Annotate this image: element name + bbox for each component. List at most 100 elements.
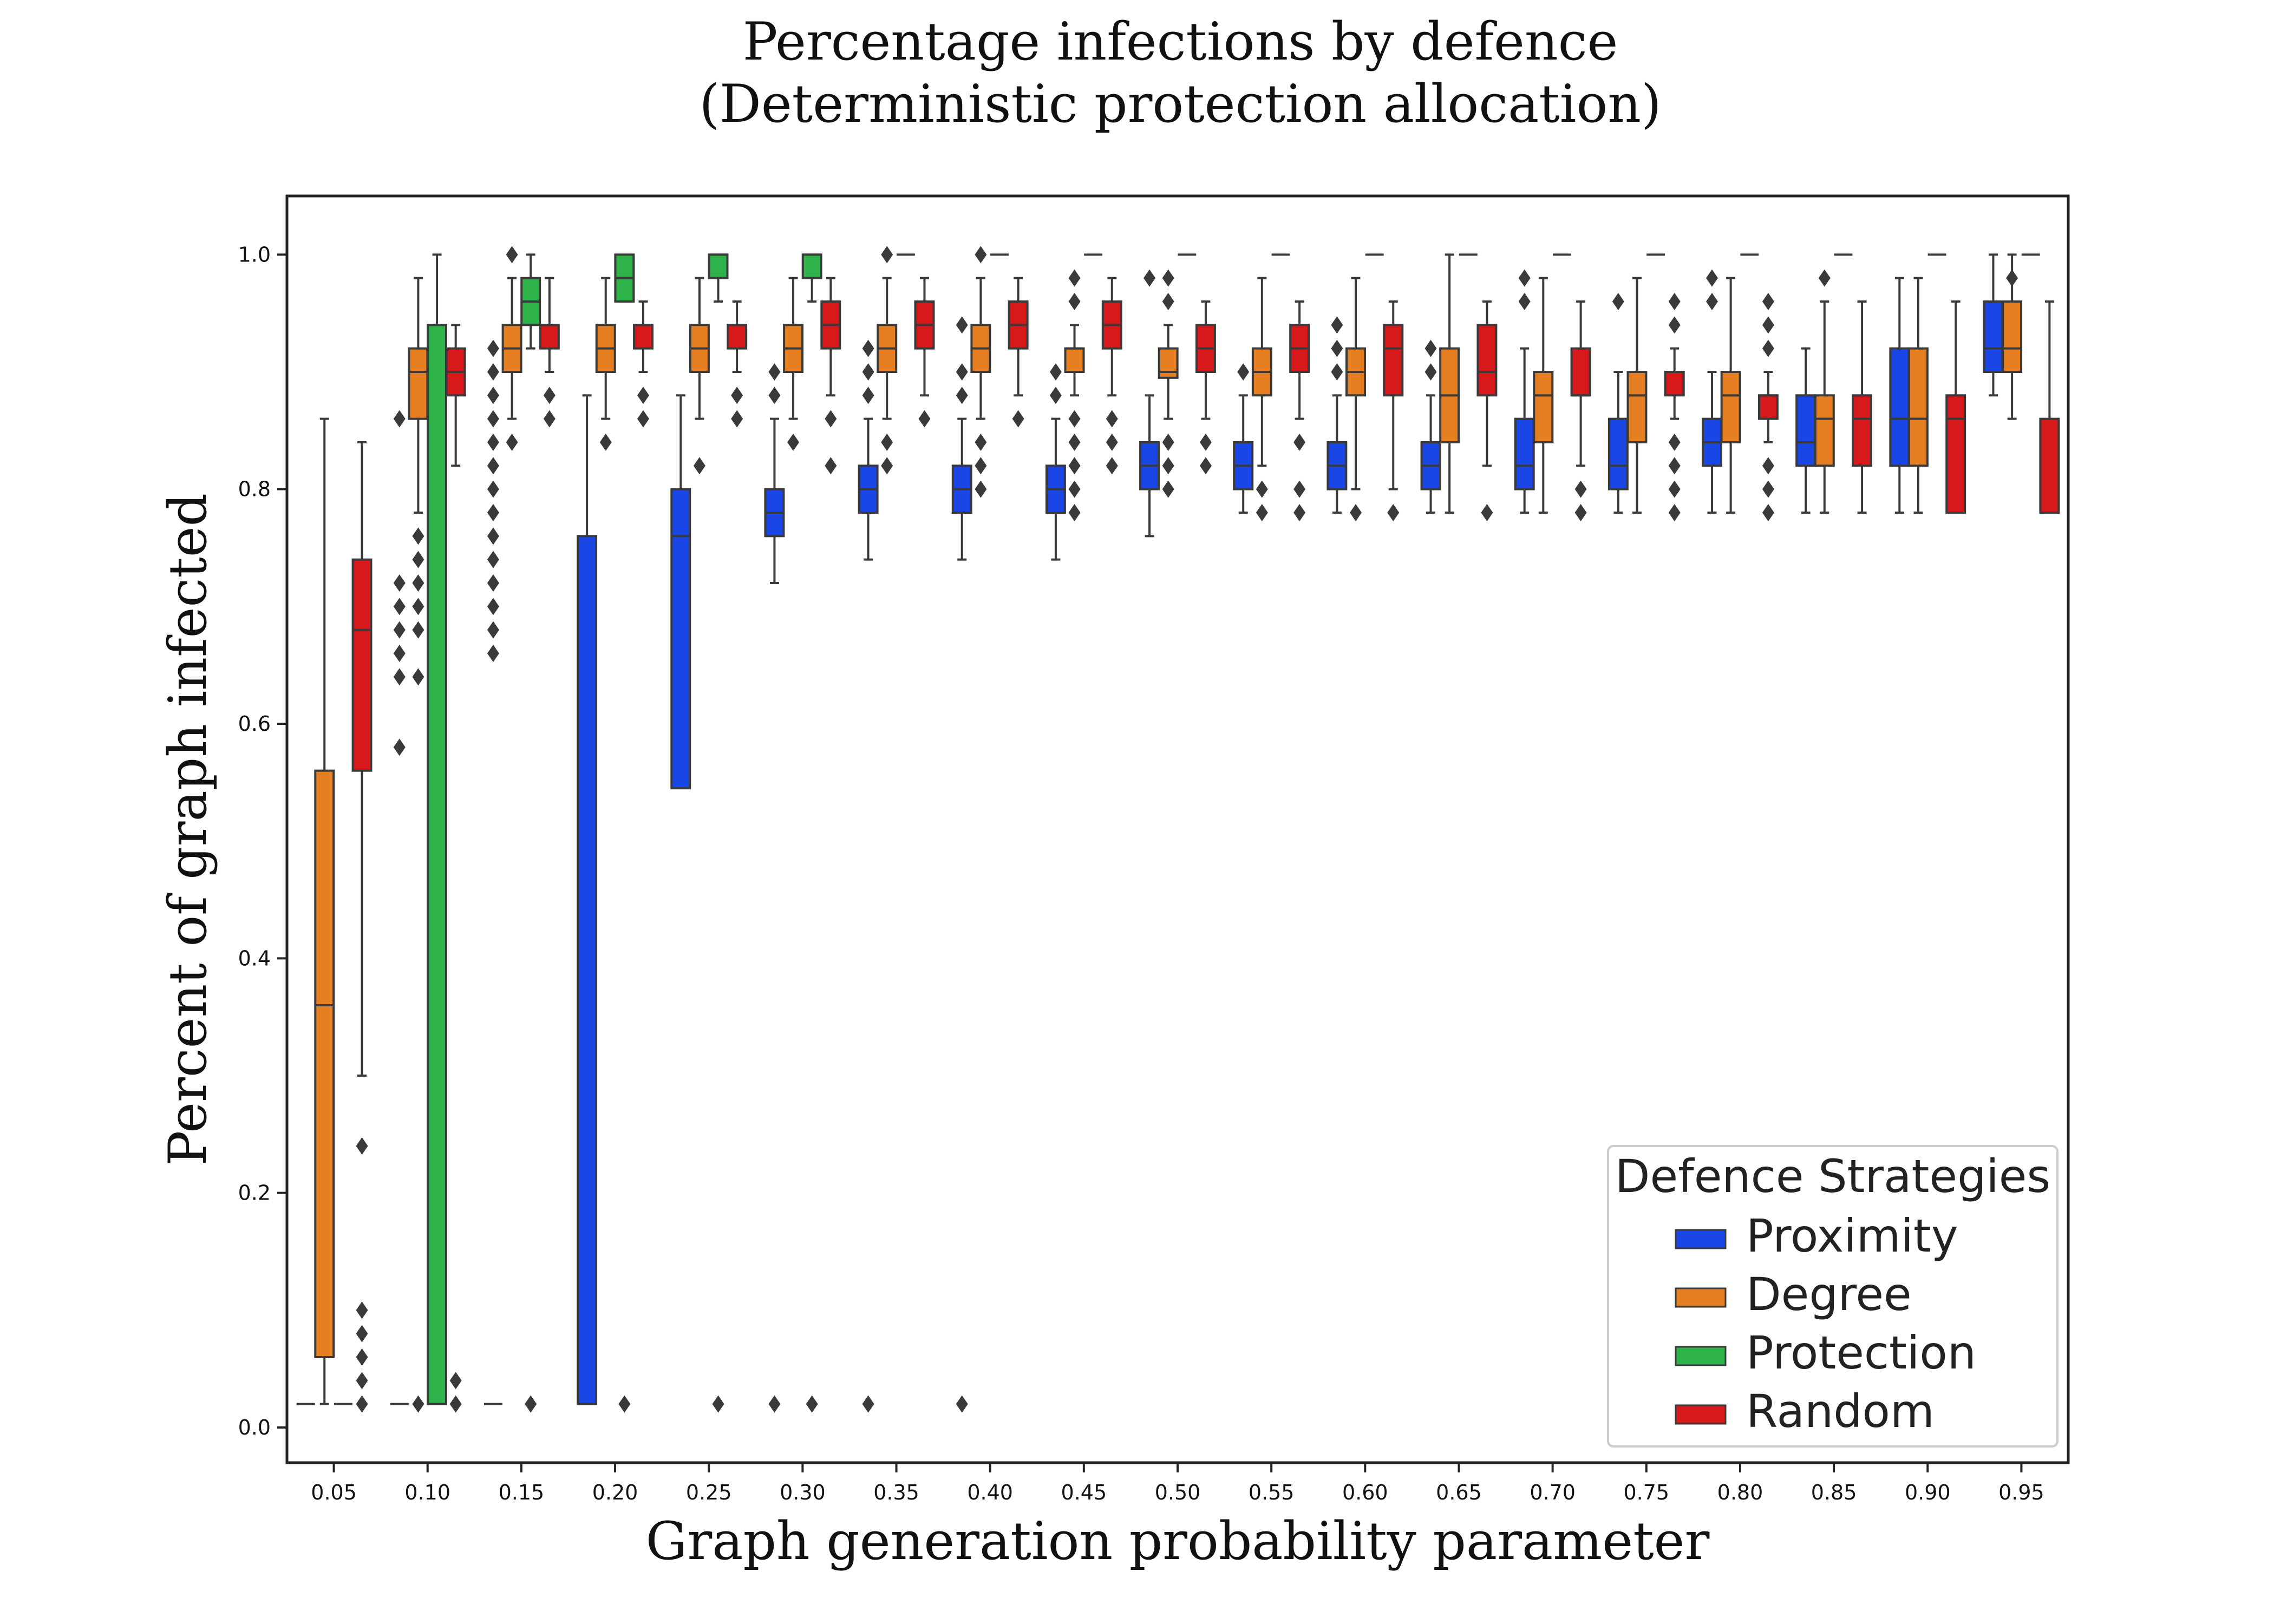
box-proximity-0.80 (1702, 269, 1722, 514)
box-iqr (727, 324, 748, 350)
box-protection-0.25 (708, 253, 729, 1413)
outlier-point (768, 1395, 781, 1413)
legend-title: Defence Strategies (1615, 1150, 2050, 1203)
outlier-point (1762, 504, 1774, 521)
outlier-point (956, 316, 968, 334)
outlier-point (1293, 434, 1306, 451)
outlier-point (956, 1395, 968, 1413)
box-degree-0.75 (1626, 277, 1648, 514)
box-degree-0.65 (1439, 253, 1460, 514)
outlier-point (975, 480, 987, 498)
outlier-point (1424, 363, 1437, 381)
outlier-point (1331, 316, 1343, 334)
x-tick-label: 0.30 (780, 1481, 826, 1504)
outlier-point (356, 1348, 368, 1366)
outlier-point (487, 339, 499, 357)
outlier-point (1106, 434, 1118, 451)
outlier-point (1293, 504, 1306, 521)
outlier-point (1068, 410, 1081, 428)
box-proximity-0.70 (1514, 269, 1535, 514)
outlier-point (918, 410, 931, 428)
box-degree-0.85 (1814, 269, 1835, 514)
outlier-point (525, 1395, 537, 1413)
outlier-point (412, 598, 424, 615)
x-tick-label: 0.95 (1998, 1481, 2044, 1504)
outlier-point (1162, 293, 1174, 310)
x-tick-label: 0.55 (1249, 1481, 1295, 1504)
outlier-point (975, 246, 987, 264)
outlier-point (393, 574, 406, 592)
outlier-point (1068, 293, 1081, 310)
outlier-point (881, 457, 893, 475)
outlier-point (1162, 480, 1174, 498)
legend-item-protection: Protection (1675, 1326, 1976, 1379)
outlier-point (787, 434, 800, 451)
box-iqr (314, 769, 335, 1358)
outlier-point (1256, 480, 1268, 498)
box-protection-0.15 (520, 253, 541, 1413)
box-proximity-0.55 (1233, 363, 1254, 514)
outlier-point (543, 387, 556, 404)
box-iqr (539, 324, 560, 350)
x-tick-label: 0.45 (1061, 1481, 1107, 1504)
chart-title-line-1: Percentage infections by defence (743, 11, 1618, 72)
x-tick-label: 0.25 (686, 1481, 732, 1504)
legend-item-proximity: Proximity (1675, 1209, 1958, 1262)
outlier-point (768, 363, 781, 381)
box-degree-0.95 (2002, 253, 2023, 420)
box-iqr (633, 324, 654, 350)
outlier-point (356, 1301, 368, 1319)
outlier-point (487, 527, 499, 545)
box-protection-0.10 (427, 253, 448, 1405)
box-iqr (1983, 300, 2004, 373)
outlier-point (1387, 504, 1400, 521)
outlier-point (412, 1395, 424, 1413)
x-tick-label: 0.85 (1811, 1481, 1857, 1504)
box-degree-0.20 (595, 277, 616, 451)
outlier-point (1256, 504, 1268, 521)
outlier-point (487, 621, 499, 639)
outlier-point (1612, 293, 1624, 310)
y-tick-label: 0.4 (238, 946, 271, 970)
outlier-point (599, 434, 612, 451)
x-tick-label: 0.35 (873, 1481, 919, 1504)
outlier-point (1668, 480, 1681, 498)
outlier-point (356, 1137, 368, 1155)
outlier-point (768, 387, 781, 404)
y-tick-label: 0.6 (238, 712, 271, 736)
outlier-point (1293, 480, 1306, 498)
outlier-point (393, 410, 406, 428)
outlier-point (1668, 293, 1681, 310)
box-iqr (801, 253, 822, 279)
outlier-point (487, 480, 499, 498)
outlier-point (449, 1372, 462, 1390)
outlier-point (637, 410, 649, 428)
box-random-0.35 (914, 277, 935, 428)
box-iqr (2039, 417, 2060, 514)
outlier-point (1518, 293, 1531, 310)
outlier-point (731, 410, 743, 428)
legend: Defence Strategies Proximity DegreeProtec… (1607, 1145, 2059, 1448)
box-iqr (670, 488, 691, 790)
box-degree-0.40 (970, 246, 991, 498)
x-tick-label: 0.50 (1155, 1481, 1201, 1504)
x-tick-label: 0.65 (1436, 1481, 1482, 1504)
box-iqr (1720, 371, 1741, 443)
outlier-point (1481, 504, 1493, 521)
box-proximity-0.15 (483, 339, 502, 1405)
y-tick-label: 0.0 (238, 1416, 271, 1439)
outlier-point (487, 387, 499, 404)
box-random-0.20 (633, 300, 654, 428)
outlier-point (487, 598, 499, 615)
box-proximity-0.20 (577, 394, 598, 1405)
outlier-point (1518, 269, 1531, 287)
box-proximity-0.60 (1327, 316, 1348, 514)
outlier-point (1068, 434, 1081, 451)
outlier-point (487, 551, 499, 568)
outlier-point (1068, 269, 1081, 287)
outlier-point (1706, 293, 1718, 310)
box-iqr (427, 324, 448, 1405)
legend-label-random: Random (1746, 1385, 1935, 1438)
legend-swatch-random (1675, 1404, 1727, 1425)
x-tick-label: 0.70 (1530, 1481, 1576, 1504)
